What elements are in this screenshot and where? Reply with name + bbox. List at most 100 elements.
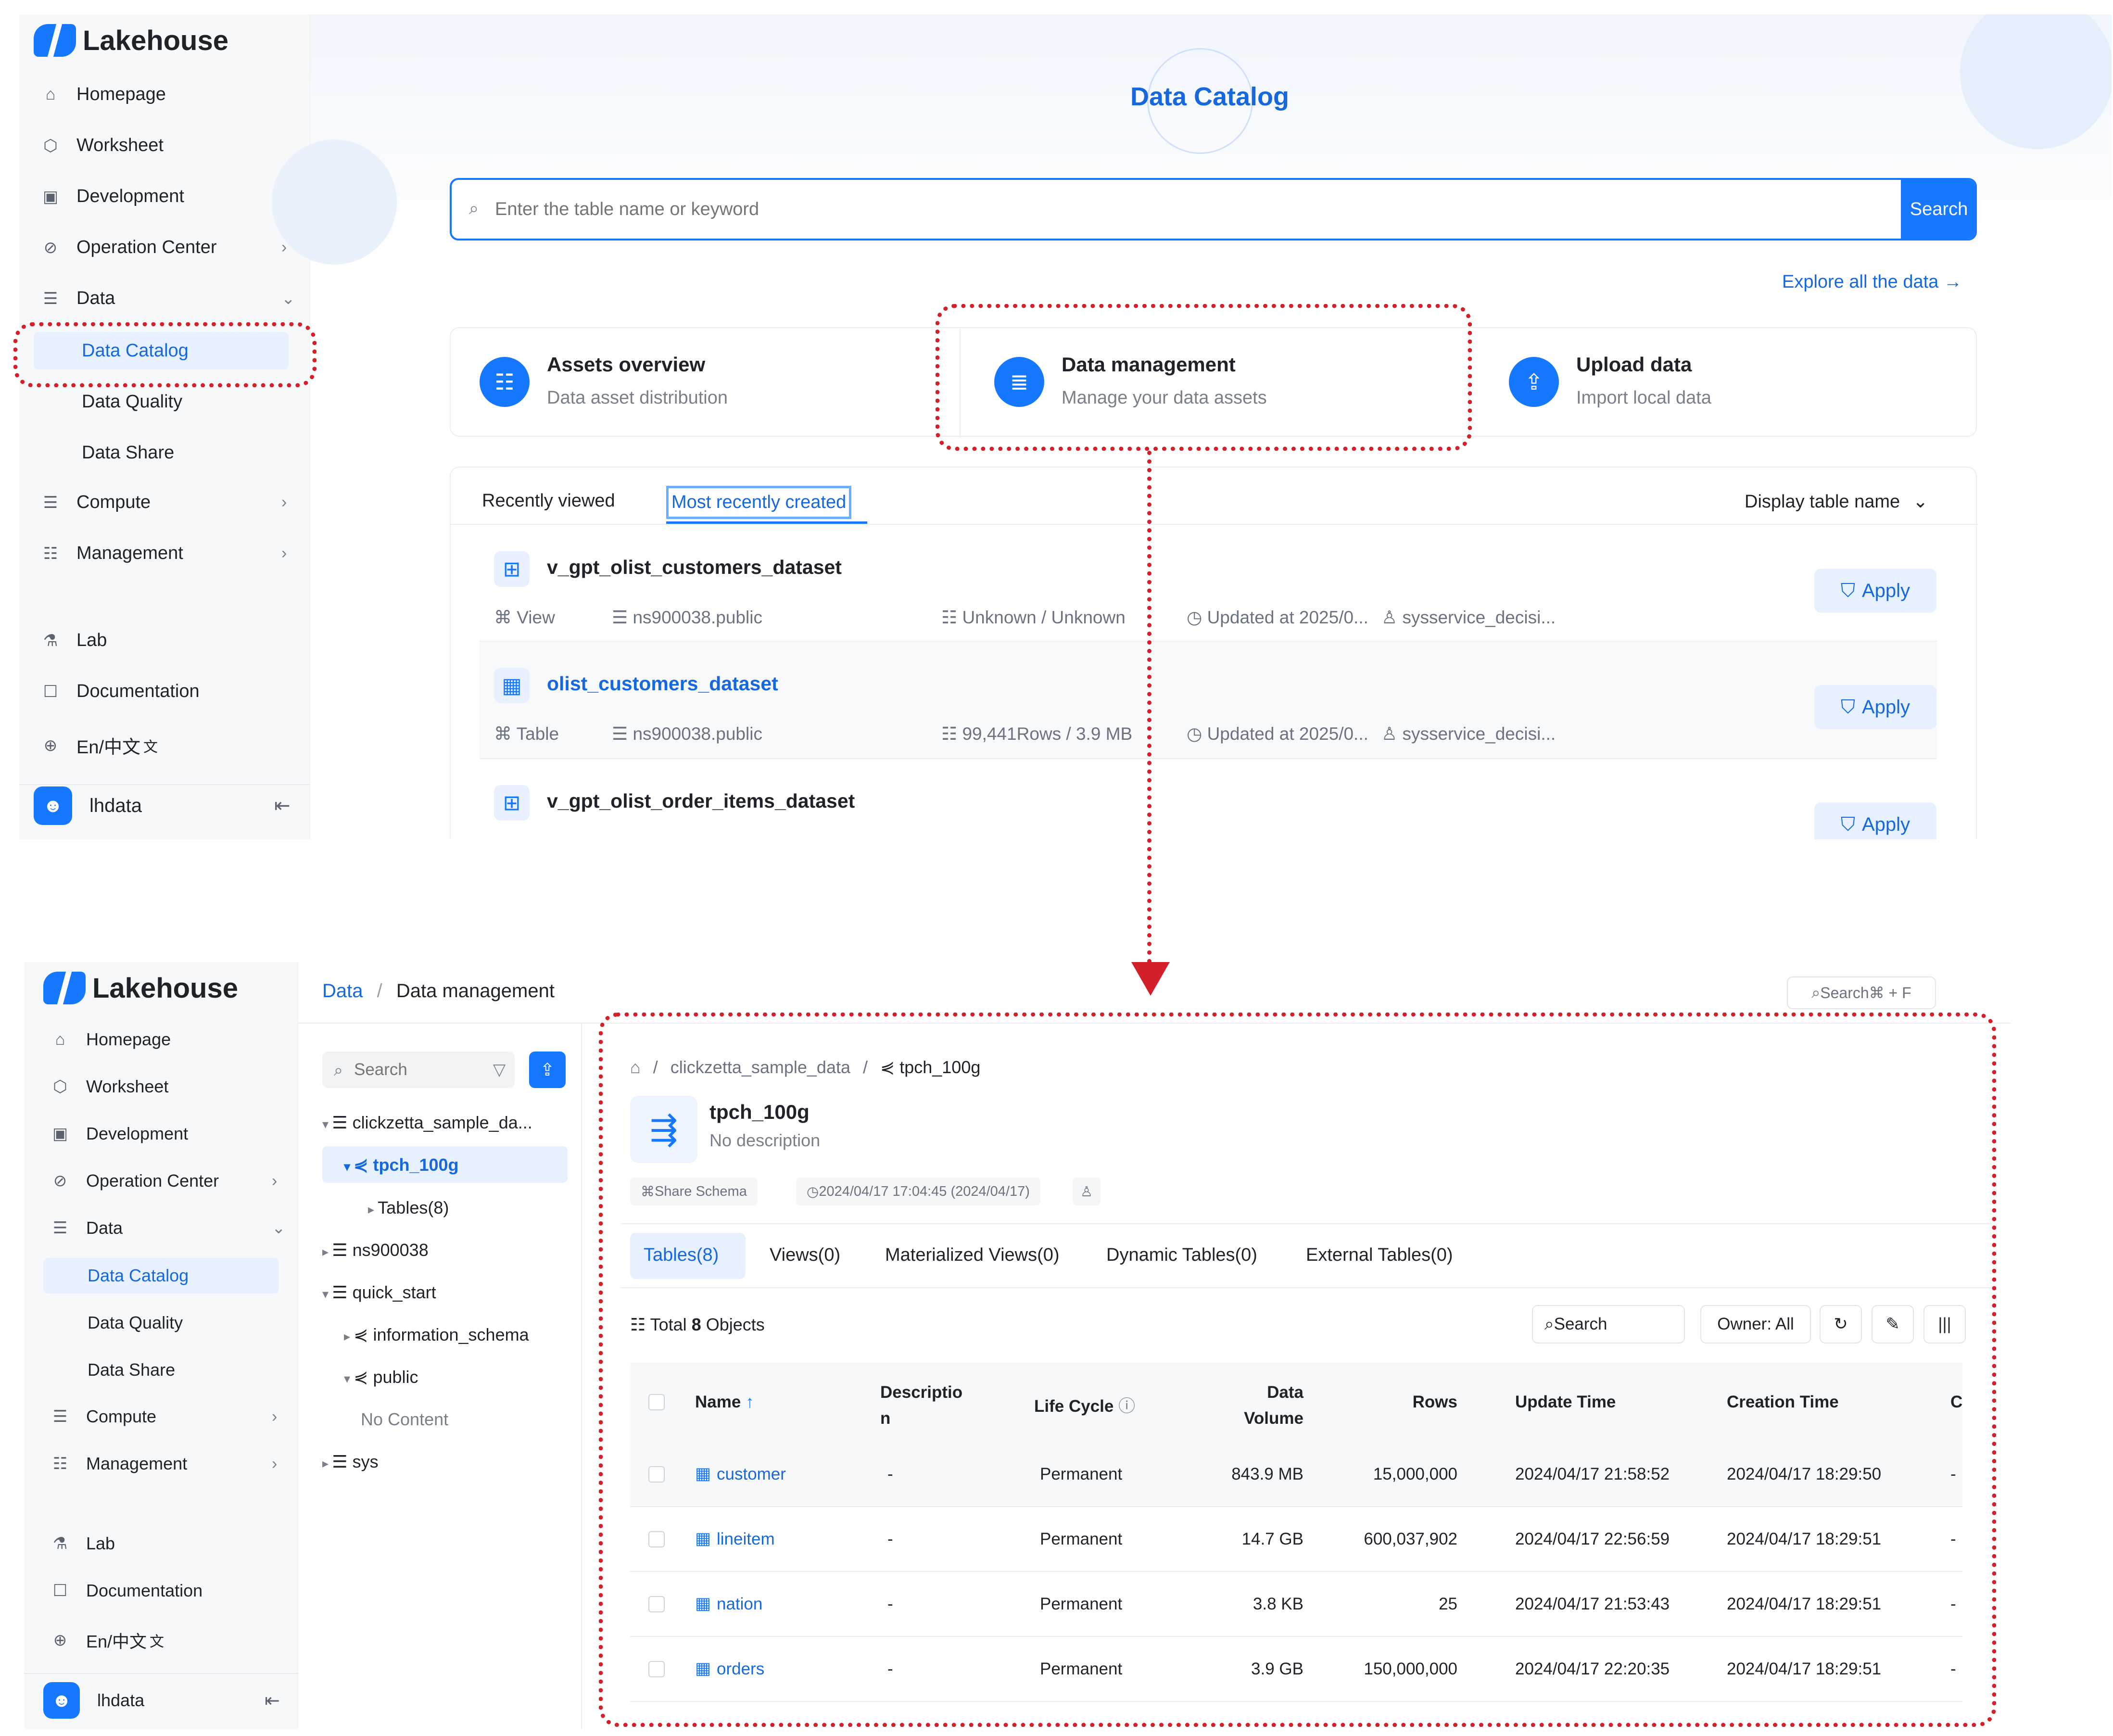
table-row[interactable]: ▦ orders - Permanent 3.9 GB 150,000,000 2024/0… — [630, 1637, 1962, 1702]
user-icon: ♙ — [1381, 608, 1403, 627]
apply-button[interactable]: ⛉ Apply — [1814, 569, 1936, 613]
columns-icon[interactable]: ||| — [1923, 1305, 1966, 1343]
sidebar-item-homepage[interactable]: ⌂ Homepage — [41, 84, 166, 105]
table-search-input[interactable]: ⌕ Search — [1532, 1305, 1685, 1343]
breadcrumb-root[interactable]: Data — [322, 980, 363, 1001]
row-name[interactable]: v_gpt_olist_customers_dataset — [547, 556, 842, 578]
cell-name[interactable]: orders — [717, 1660, 765, 1678]
tree-node[interactable]: ▸ ☰ sys — [322, 1452, 379, 1472]
row-updated-label: Updated at 2025/0... — [1207, 608, 1368, 627]
decor-circle — [1960, 14, 2112, 149]
cell-rows: 25 — [1439, 1595, 1457, 1613]
table-row[interactable]: ▦ customer - Permanent 843.9 MB 15,000,000 202… — [630, 1442, 1962, 1507]
sidebar-item-development[interactable]: ▣ Development — [41, 186, 184, 207]
sidebar-item-documentation[interactable]: ☐ Documentation — [41, 681, 200, 702]
refresh-icon[interactable]: ↻ — [1820, 1305, 1862, 1343]
type-icon: ⌘ — [494, 608, 517, 627]
display-dropdown[interactable]: Display table name ⌄ — [1745, 491, 1928, 512]
sidebar-subitem-data-quality[interactable]: Data Quality — [34, 383, 182, 420]
card-title-assets-overview[interactable]: Assets overview — [547, 353, 706, 376]
tree-node[interactable]: ▾ ☰ clickzetta_sample_da... — [322, 1113, 532, 1133]
select-all-checkbox[interactable] — [648, 1394, 665, 1410]
tree-node[interactable]: ▸ Tables(8) — [368, 1198, 449, 1218]
table-row[interactable]: ▦ lineitem - Permanent 14.7 GB 600,037,902 202… — [630, 1507, 1962, 1572]
catalog-search-input[interactable] — [495, 190, 1890, 229]
sidebar-item-compute[interactable]: ☰ Compute › — [51, 1407, 291, 1427]
tab-most-recently-created[interactable]: Most recently created — [666, 486, 852, 519]
cell-name[interactable]: lineitem — [717, 1530, 775, 1548]
tab-recently-viewed[interactable]: Recently viewed — [482, 491, 615, 511]
sidebar-subitem-data-share[interactable]: Data Share — [34, 434, 174, 471]
row-name[interactable]: v_gpt_olist_order_items_dataset — [547, 790, 855, 812]
global-search-button[interactable]: ⌕ Search⌘ + F — [1787, 976, 1936, 1009]
row-checkbox[interactable] — [648, 1661, 665, 1677]
tree-node[interactable]: ▾ ☰ quick_start — [322, 1282, 436, 1303]
sidebar-item-language[interactable]: ⊕ En/中文文 — [41, 732, 158, 759]
list-item[interactable]: ▦ olist_customers_dataset ⌘ Table ☰ ns90… — [480, 642, 1937, 758]
row-checkbox[interactable] — [648, 1531, 665, 1547]
clean-icon[interactable]: ✎ — [1872, 1305, 1914, 1343]
tab-tables[interactable]: Tables(8) — [644, 1245, 719, 1265]
sidebar-subitem-data-catalog[interactable]: Data Catalog — [43, 1258, 279, 1293]
sidebar-item-operation-center[interactable]: ⊘ Operation Center › — [51, 1171, 291, 1191]
filter-icon[interactable]: ▽ — [493, 1061, 506, 1079]
card-title-upload-data[interactable]: Upload data — [1576, 353, 1692, 376]
row-owner-label: sysservice_decisi... — [1402, 724, 1556, 744]
owner-filter[interactable]: Owner: All — [1700, 1305, 1811, 1343]
sidebar-item-management[interactable]: ☷ Management › — [51, 1454, 291, 1474]
info-icon[interactable]: ⓘ — [1118, 1397, 1136, 1416]
highlight-data-management-card — [936, 304, 1472, 451]
tree-search-input[interactable] — [354, 1057, 484, 1082]
cell-name[interactable]: nation — [717, 1595, 763, 1613]
user-row[interactable]: ☻ lhdata ⇤ — [43, 1682, 293, 1719]
row-checkbox[interactable] — [648, 1466, 665, 1483]
sidebar-subitem-data-share[interactable]: Data Share — [43, 1352, 175, 1388]
tab-external-tables[interactable]: External Tables(0) — [1306, 1245, 1453, 1265]
tab-dynamic-tables[interactable]: Dynamic Tables(0) — [1106, 1245, 1257, 1265]
explore-all-link[interactable]: Explore all the data → — [1782, 272, 1962, 292]
sidebar-subitem-data-catalog[interactable]: Data Catalog — [34, 332, 289, 369]
collapse-sidebar-icon[interactable]: ⇤ — [274, 795, 291, 816]
sidebar-item-worksheet[interactable]: ⬡ Worksheet — [41, 135, 164, 156]
cell-update: 2024/04/17 21:53:43 — [1515, 1595, 1670, 1613]
sidebar-item-development[interactable]: ▣ Development — [51, 1124, 188, 1144]
home-icon[interactable]: ⌂ — [630, 1057, 641, 1077]
sidebar-item-homepage[interactable]: ⌂ Homepage — [51, 1029, 171, 1050]
sidebar-item-management[interactable]: ☷ Management › — [41, 543, 301, 564]
user-row[interactable]: ☻ lhdata ⇤ — [34, 786, 303, 825]
sidebar-item-data[interactable]: ☰ Data ⌄ — [41, 288, 301, 309]
search-button[interactable]: Search — [1901, 180, 1975, 239]
cell-name[interactable]: customer — [717, 1465, 786, 1483]
tree-node-tpch-100g[interactable]: ▾ ⋞ tpch_100g — [344, 1155, 459, 1175]
row-name[interactable]: olist_customers_dataset — [547, 672, 778, 695]
list-item[interactable]: ⊞ v_gpt_olist_customers_dataset ⌘ View ☰… — [480, 525, 1937, 642]
sidebar-item-data[interactable]: ☰ Data ⌄ — [51, 1218, 291, 1238]
list-item[interactable]: ⊞ v_gpt_olist_order_items_dataset ⛉ Apply — [480, 759, 1937, 839]
caret-right-icon: ▸ — [322, 1456, 332, 1470]
sidebar: Lakehouse ⌂ Homepage ⬡ Worksheet ▣ Developm… — [24, 962, 298, 1729]
path-catalog[interactable]: clickzetta_sample_data — [670, 1057, 850, 1077]
sidebar-item-worksheet[interactable]: ⬡ Worksheet — [51, 1077, 168, 1097]
tree-node[interactable]: ▾ ⋞ public — [344, 1367, 418, 1387]
sidebar-item-lab[interactable]: ⚗ Lab — [41, 630, 107, 651]
tree-node[interactable]: ▸ ☰ ns900038 — [322, 1240, 429, 1260]
col-name[interactable]: Name ↑ — [695, 1393, 754, 1412]
apply-button[interactable]: ⛉ Apply — [1814, 802, 1936, 839]
tree-node[interactable]: ▸ ⋞ information_schema — [344, 1325, 529, 1345]
row-checkbox[interactable] — [648, 1596, 665, 1612]
sidebar-item-lab[interactable]: ⚗ Lab — [51, 1533, 115, 1554]
table-row[interactable]: ▦ nation - Permanent 3.8 KB 25 2024/04/17 21:5… — [630, 1572, 1962, 1637]
sidebar-item-operation-center[interactable]: ⊘ Operation Center › — [41, 237, 301, 258]
tab-materialized-views[interactable]: Materialized Views(0) — [885, 1245, 1060, 1265]
collapse-sidebar-icon[interactable]: ⇤ — [265, 1690, 280, 1711]
sidebar-item-compute[interactable]: ☰ Compute › — [41, 492, 301, 513]
apply-button[interactable]: ⛉ Apply — [1814, 685, 1936, 729]
sidebar-item-language[interactable]: ⊕ En/中文文 — [51, 1628, 164, 1653]
card-title-data-management[interactable]: Data management — [1062, 353, 1236, 376]
upload-button[interactable]: ⇪ — [529, 1052, 566, 1088]
sidebar-subitem-data-quality[interactable]: Data Quality — [43, 1305, 183, 1341]
list-icon: ☷ — [941, 608, 962, 627]
tab-views[interactable]: Views(0) — [770, 1245, 841, 1265]
sort-asc-icon[interactable]: ↑ — [746, 1393, 754, 1411]
sidebar-item-documentation[interactable]: ☐ Documentation — [51, 1581, 202, 1601]
